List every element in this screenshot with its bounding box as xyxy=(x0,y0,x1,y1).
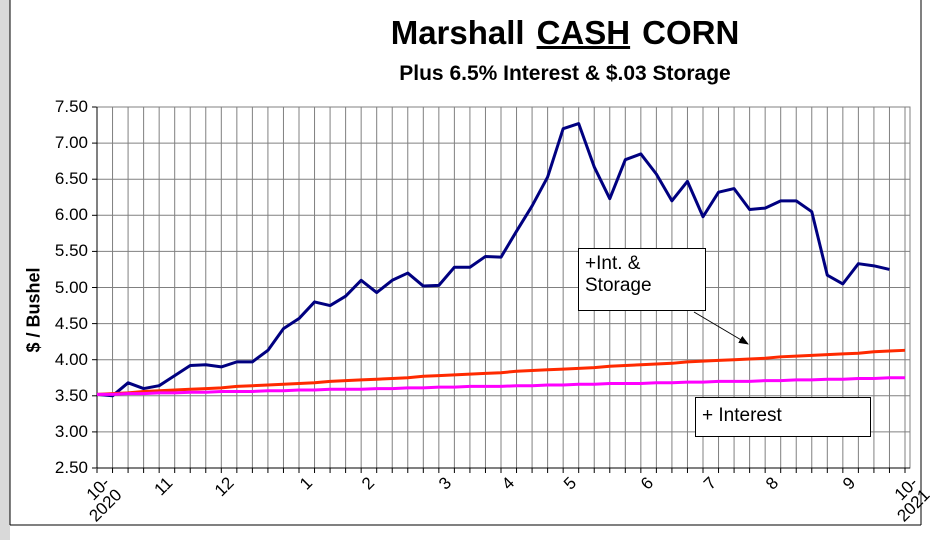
y-tick-label: 3.00 xyxy=(54,421,88,441)
series-line xyxy=(97,376,905,396)
arrow xyxy=(693,311,749,345)
y-tick-label: 7.00 xyxy=(54,133,88,153)
title-part: Marshall xyxy=(390,14,525,51)
y-tick-label: 5.50 xyxy=(54,241,88,261)
y-tick-label: 4.50 xyxy=(54,313,88,333)
y-tick-label: 6.00 xyxy=(54,205,88,225)
series-line xyxy=(96,122,890,398)
title-part: CASH xyxy=(536,14,631,51)
series-line xyxy=(96,348,906,396)
chart-subtitle: Plus 6.5% Interest & $.03 Storage xyxy=(399,62,731,85)
y-tick-label: 4.00 xyxy=(54,349,88,369)
series xyxy=(96,122,906,398)
annotation: + Interest xyxy=(695,397,871,437)
title-part: CORN xyxy=(642,14,740,51)
y-tick-label: 7.50 xyxy=(54,97,88,116)
y-tick-label: 6.50 xyxy=(54,169,88,189)
left-strip xyxy=(0,0,10,540)
y-tick-label: 5.00 xyxy=(54,277,88,297)
y-tick-label: 3.50 xyxy=(54,385,88,405)
annotation: +Int. & Storage xyxy=(578,248,706,311)
chart-title: Marshall CASH CORN xyxy=(200,14,930,52)
y-axis-label: $ / Bushel xyxy=(23,267,44,353)
y-tick-label: 2.50 xyxy=(54,458,88,477)
